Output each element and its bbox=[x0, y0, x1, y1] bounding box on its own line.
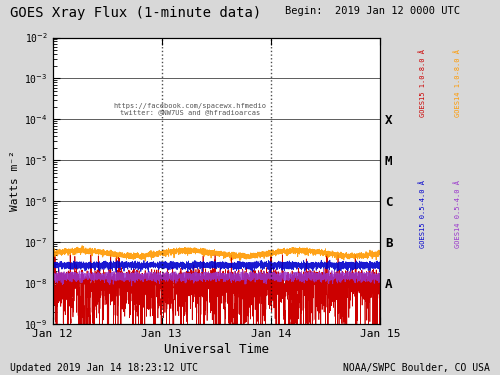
Text: GOES15 1.0-8.0 Å: GOES15 1.0-8.0 Å bbox=[419, 49, 426, 117]
X-axis label: Universal Time: Universal Time bbox=[164, 344, 269, 356]
Text: Updated 2019 Jan 14 18:23:12 UTC: Updated 2019 Jan 14 18:23:12 UTC bbox=[10, 363, 198, 373]
Text: GOES14 1.0-8.0 Å: GOES14 1.0-8.0 Å bbox=[454, 49, 461, 117]
Text: GOES15 0.5-4.0 Å: GOES15 0.5-4.0 Å bbox=[419, 180, 426, 248]
Text: GOES14 0.5-4.0 Å: GOES14 0.5-4.0 Å bbox=[454, 180, 461, 248]
Text: Begin:  2019 Jan 12 0000 UTC: Begin: 2019 Jan 12 0000 UTC bbox=[285, 6, 460, 16]
Text: NOAA/SWPC Boulder, CO USA: NOAA/SWPC Boulder, CO USA bbox=[343, 363, 490, 373]
Text: https://facebook.com/spacewx.hfmedio
twitter: @NW7US and @hfradioarcas: https://facebook.com/spacewx.hfmedio twi… bbox=[114, 103, 266, 116]
Y-axis label: Watts m⁻²: Watts m⁻² bbox=[10, 150, 20, 211]
Text: GOES Xray Flux (1-minute data): GOES Xray Flux (1-minute data) bbox=[10, 6, 261, 20]
